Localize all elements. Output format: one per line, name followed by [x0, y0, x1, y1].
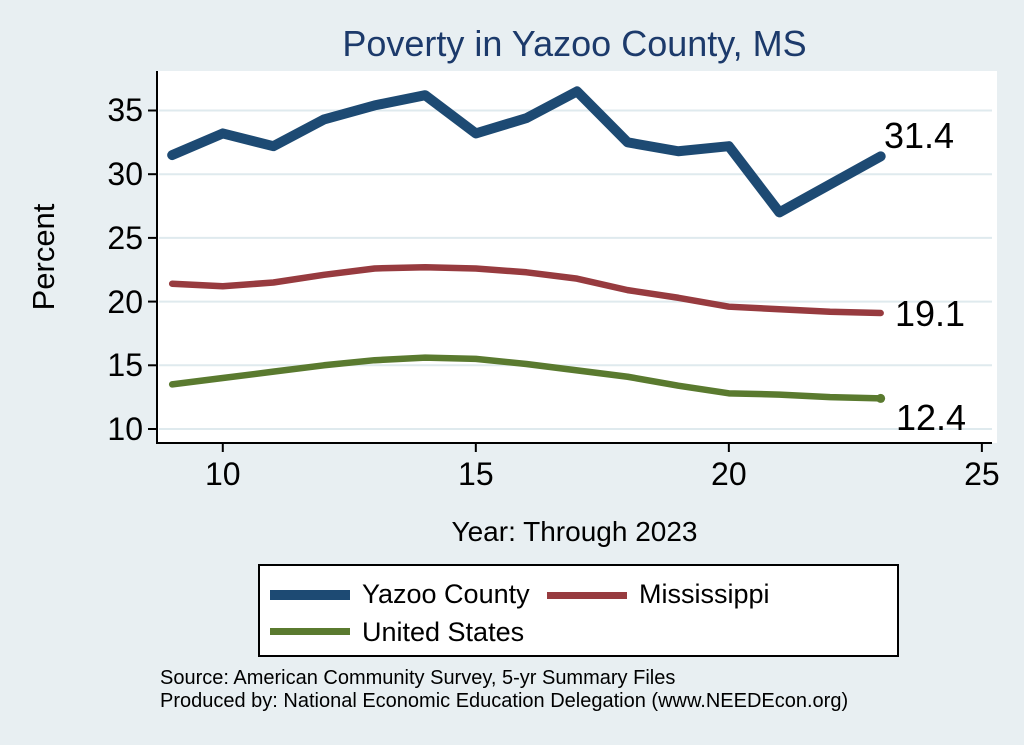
y-axis-title: Percent	[26, 203, 61, 311]
series-end-marker	[876, 393, 886, 403]
y-tick-label: 10	[107, 410, 143, 447]
legend-label-united-states: United States	[362, 617, 525, 647]
y-tick-label: 35	[107, 92, 143, 129]
producer-note: Produced by: National Economic Education…	[160, 689, 849, 712]
chart-title: Poverty in Yazoo County, MS	[342, 23, 807, 64]
series-line-yazoo-county	[167, 86, 886, 218]
legend-label-mississippi: Mississippi	[639, 579, 770, 609]
legend-swatch-united-states-line	[270, 628, 350, 635]
x-tick-label: 10	[204, 456, 241, 492]
y-tick-label: 30	[107, 156, 143, 193]
x-tick-label: 20	[711, 456, 747, 492]
series-line-united-states	[168, 354, 884, 402]
x-axis-title: Year: Through 2023	[451, 516, 698, 547]
series-line-mississippi	[168, 263, 884, 317]
footnotes: Source: American Community Survey, 5-yr …	[160, 667, 848, 712]
y-tick-label: 20	[107, 283, 143, 320]
series-end-label-yazoo-county: 31.4	[884, 115, 955, 156]
y-tick-label: 25	[107, 219, 143, 256]
x-tick-label: 25	[964, 456, 1000, 492]
y-tick-label: 15	[107, 347, 143, 384]
series-end-label-mississippi: 19.1	[895, 293, 966, 334]
series-end-label-united-states: 12.4	[896, 397, 967, 438]
legend-label-yazoo-county: Yazoo County	[362, 579, 530, 609]
x-tick-label: 15	[458, 456, 494, 492]
legend-swatch-yazoo-county-line	[270, 590, 350, 600]
legend: Yazoo County Mississippi United States	[258, 564, 899, 657]
source-note: Source: American Community Survey, 5-yr …	[160, 667, 676, 689]
legend-swatch-mississippi-line	[547, 592, 627, 599]
